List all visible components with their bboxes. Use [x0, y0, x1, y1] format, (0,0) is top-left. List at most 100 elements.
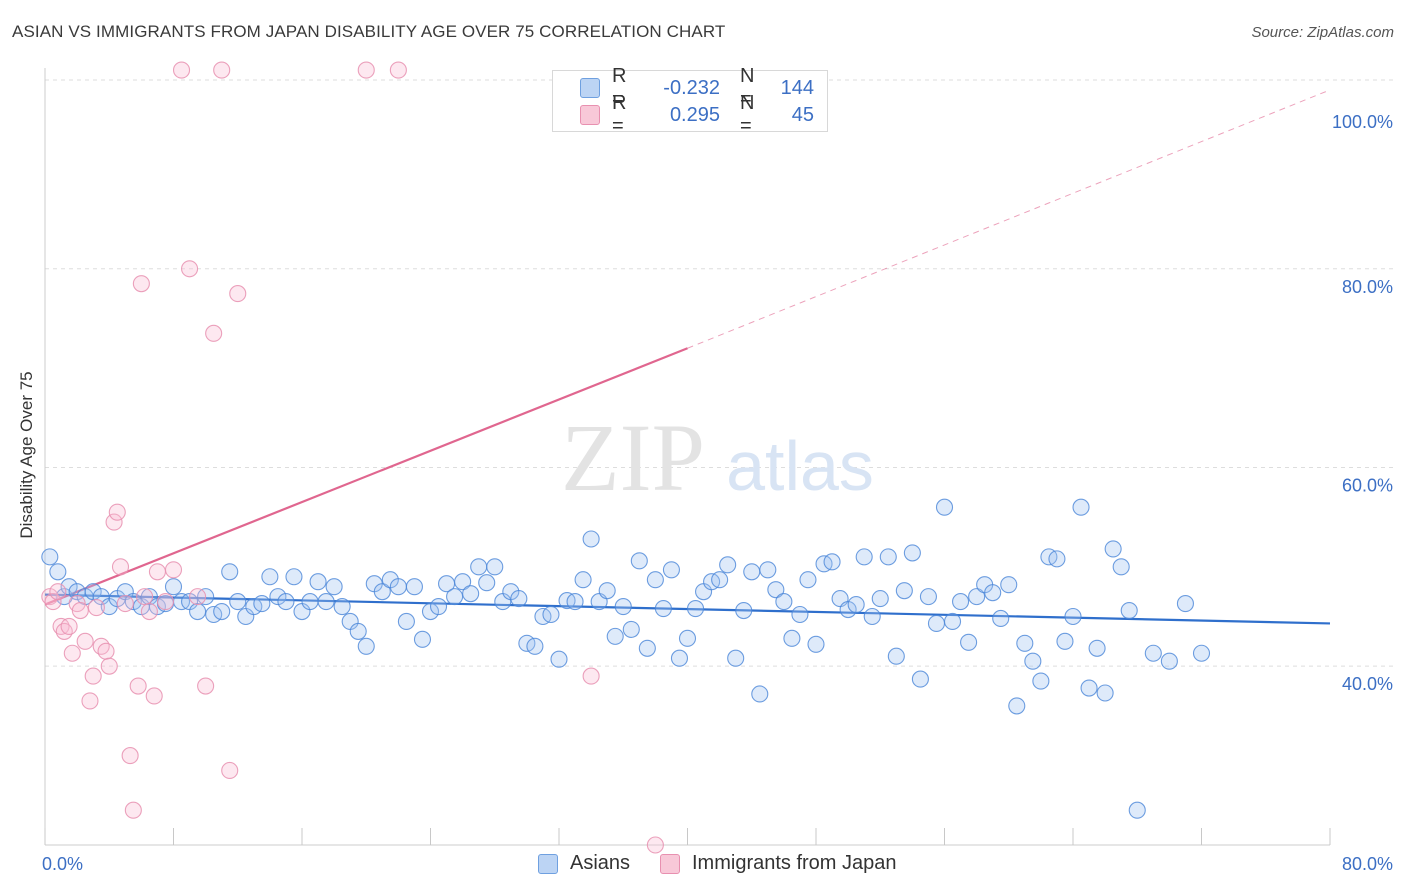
point-japan: [140, 602, 158, 621]
point-asians: [1056, 632, 1074, 650]
series-swatch-japan: [660, 853, 680, 874]
point-japan: [646, 836, 664, 854]
y-axis-title: Disability Age Over 75: [17, 371, 36, 538]
point-asians: [462, 585, 480, 603]
point-asians: [919, 588, 937, 606]
point-asians: [735, 601, 753, 620]
point-asians: [935, 498, 954, 516]
point-japan: [81, 692, 99, 710]
point-japan: [84, 667, 102, 685]
point-asians: [1160, 652, 1178, 670]
point-asians: [454, 573, 472, 591]
y-tick-label: 100.0%: [1332, 112, 1393, 132]
point-asians: [309, 573, 327, 591]
point-asians: [791, 605, 809, 624]
point-asians: [269, 588, 287, 606]
point-asians: [992, 609, 1010, 628]
point-asians: [960, 633, 978, 651]
point-asians: [775, 593, 793, 611]
point-asians: [582, 530, 600, 548]
point-asians: [903, 544, 921, 562]
point-asians: [325, 578, 343, 596]
point-asians: [389, 578, 407, 596]
correlation-legend: R = -0.232 N = 144 R = 0.295 N = 45: [552, 65, 828, 137]
point-asians: [1016, 634, 1034, 652]
point-asians: [373, 583, 391, 601]
legend-n-label: N =: [740, 92, 755, 137]
point-asians: [1088, 639, 1106, 657]
legend-n-label: N =: [740, 65, 755, 110]
point-asians: [566, 593, 584, 611]
point-asians: [727, 649, 745, 667]
point-japan: [181, 260, 199, 278]
point-asians: [678, 629, 697, 647]
chart-title: ASIAN VS IMMIGRANTS FROM JAPAN DISABILIT…: [12, 22, 726, 41]
point-asians: [823, 553, 841, 571]
point-asians: [743, 563, 761, 581]
series-legend-asians[interactable]: Asians: [538, 852, 630, 875]
point-asians: [526, 637, 544, 655]
point-asians: [1176, 595, 1194, 613]
legend-n-value: 144: [780, 76, 814, 99]
point-asians: [759, 561, 777, 579]
point-japan: [189, 588, 207, 606]
point-asians: [614, 598, 632, 616]
point-japan: [164, 561, 183, 579]
point-japan: [44, 593, 62, 611]
watermark-atlas: atlas: [726, 427, 874, 505]
point-asians: [1144, 644, 1162, 662]
point-japan: [389, 61, 407, 79]
point-asians: [839, 600, 857, 619]
point-asians: [333, 598, 351, 616]
point-asians: [261, 568, 279, 586]
trendline-japan-extended: [687, 89, 1331, 349]
legend-swatch-asians: [580, 78, 600, 98]
point-japan: [136, 588, 154, 606]
series-label-japan: Immigrants from Japan: [692, 852, 897, 874]
legend-n-value: 45: [791, 103, 814, 126]
point-asians: [855, 548, 873, 566]
point-asians: [1192, 644, 1211, 662]
legend-r-label: R =: [612, 65, 627, 110]
point-japan: [92, 637, 110, 655]
point-asians: [622, 620, 640, 638]
point-asians: [285, 568, 303, 586]
point-asians: [654, 599, 672, 618]
point-asians: [253, 595, 271, 613]
x-tick-label: 0.0%: [42, 854, 83, 874]
point-asians: [847, 596, 865, 614]
y-tick-label: 80.0%: [1342, 277, 1393, 297]
point-asians: [1024, 652, 1042, 670]
point-asians: [638, 639, 656, 657]
point-asians: [1008, 697, 1026, 715]
point-asians: [301, 593, 319, 611]
point-japan: [105, 513, 123, 531]
point-japan: [129, 677, 147, 695]
point-japan: [60, 617, 78, 635]
y-tick-label: 40.0%: [1342, 674, 1393, 694]
point-japan: [172, 61, 191, 79]
point-asians: [807, 635, 825, 653]
point-asians: [164, 578, 183, 596]
point-japan: [63, 644, 81, 662]
point-asians: [598, 582, 616, 600]
point-japan: [111, 558, 130, 576]
point-japan: [121, 747, 139, 765]
point-japan: [221, 761, 239, 780]
point-japan: [229, 285, 247, 303]
point-japan: [108, 503, 126, 521]
point-asians: [606, 627, 624, 645]
point-asians: [686, 599, 705, 618]
point-asians: [871, 590, 889, 608]
point-asians: [911, 670, 929, 688]
point-japan: [205, 324, 223, 342]
point-asians: [405, 578, 423, 596]
point-asians: [41, 548, 59, 566]
point-asians: [60, 578, 78, 596]
series-legend-japan[interactable]: Immigrants from Japan: [660, 852, 897, 875]
point-asians: [1000, 576, 1018, 594]
point-japan: [76, 632, 94, 650]
point-asians: [397, 612, 415, 631]
point-asians: [879, 548, 897, 566]
